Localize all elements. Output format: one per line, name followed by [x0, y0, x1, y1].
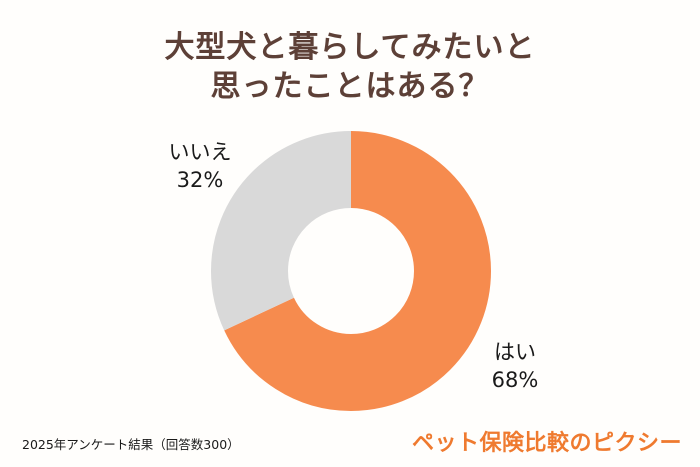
chart-title-line2: 思ったことはある？ [210, 69, 490, 104]
segment-label-yes: はい 68% [455, 338, 575, 395]
chart-title-line1: 大型犬と暮らしてみたいと [164, 30, 536, 65]
donut-chart [211, 131, 491, 411]
brand-logo: ペット保険比較のピクシー [411, 431, 682, 456]
chart-title: 大型犬と暮らしてみたいと 思ったことはある？ [0, 0, 700, 106]
segment-label-yes-percent: 68% [491, 368, 539, 393]
segment-label-no: いいえ 32% [140, 138, 260, 195]
survey-note: 2025年アンケート結果（回答数300） [22, 437, 240, 452]
chart-area: いいえ 32% はい 68% [0, 130, 700, 415]
segment-label-no-name: いいえ [168, 140, 232, 164]
segment-label-no-percent: 32% [176, 168, 224, 193]
donut-segment [211, 131, 491, 411]
segment-label-yes-name: はい [494, 340, 536, 364]
